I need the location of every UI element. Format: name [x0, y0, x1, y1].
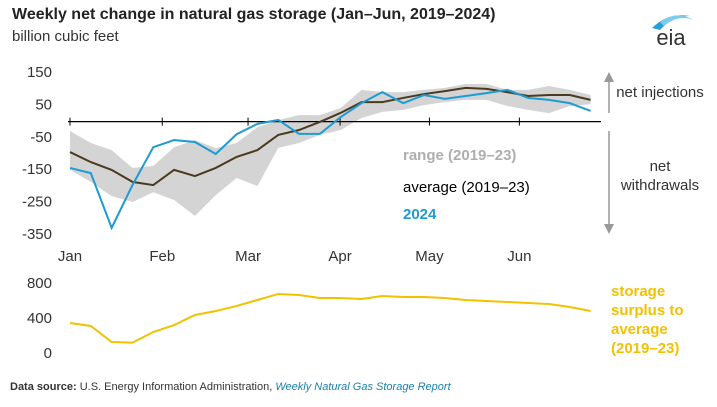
y-tick-label: -350: [22, 226, 52, 243]
x-tick-label: Jan: [58, 248, 82, 265]
logo-swoosh: [660, 15, 694, 26]
x-tick-label: Apr: [328, 248, 351, 265]
arrow-head: [604, 72, 614, 82]
series-line: [69, 86, 591, 187]
logo: [652, 15, 694, 30]
x-tick-label: Feb: [149, 248, 175, 265]
source-label: Data source:: [10, 381, 77, 393]
legend-surplus: storage surplus to average (2019–23): [611, 283, 684, 357]
y-tick-label: -50: [30, 129, 52, 146]
legend-range: range (2019–23): [403, 147, 517, 164]
x-tick-label: Mar: [235, 248, 261, 265]
y-tick-label: 400: [27, 310, 52, 327]
source-note: Data source: U.S. Energy Information Adm…: [10, 381, 451, 393]
chart-subtitle: billion cubic feet: [12, 28, 119, 45]
legend-2024: 2024: [403, 206, 437, 223]
y-tick-label: 50: [35, 96, 52, 113]
annotation: net withdrawals: [620, 158, 700, 194]
annotation: net injections: [616, 84, 704, 101]
direction-arrows: [604, 72, 614, 234]
arrow-head: [604, 224, 614, 234]
y-tick-label: -250: [22, 194, 52, 211]
series-line: [69, 292, 591, 344]
logo-text: eia: [656, 25, 686, 50]
source-text: U.S. Energy Information Administration,: [79, 381, 273, 393]
y-tick-label: 0: [44, 345, 52, 362]
y-tick-label: -150: [22, 161, 52, 178]
x-tick-label: May: [415, 248, 444, 265]
y-tick-label: 150: [27, 64, 52, 81]
range-band: [70, 84, 591, 216]
x-tick-label: Jun: [507, 248, 531, 265]
series-line: [69, 88, 591, 231]
y-tick-label: 800: [27, 275, 52, 292]
chart-title: Weekly net change in natural gas storage…: [12, 6, 496, 23]
logo-swoosh: [652, 15, 690, 30]
legend-average: average (2019–23): [403, 179, 530, 196]
source-report: Weekly Natural Gas Storage Report: [275, 381, 451, 393]
